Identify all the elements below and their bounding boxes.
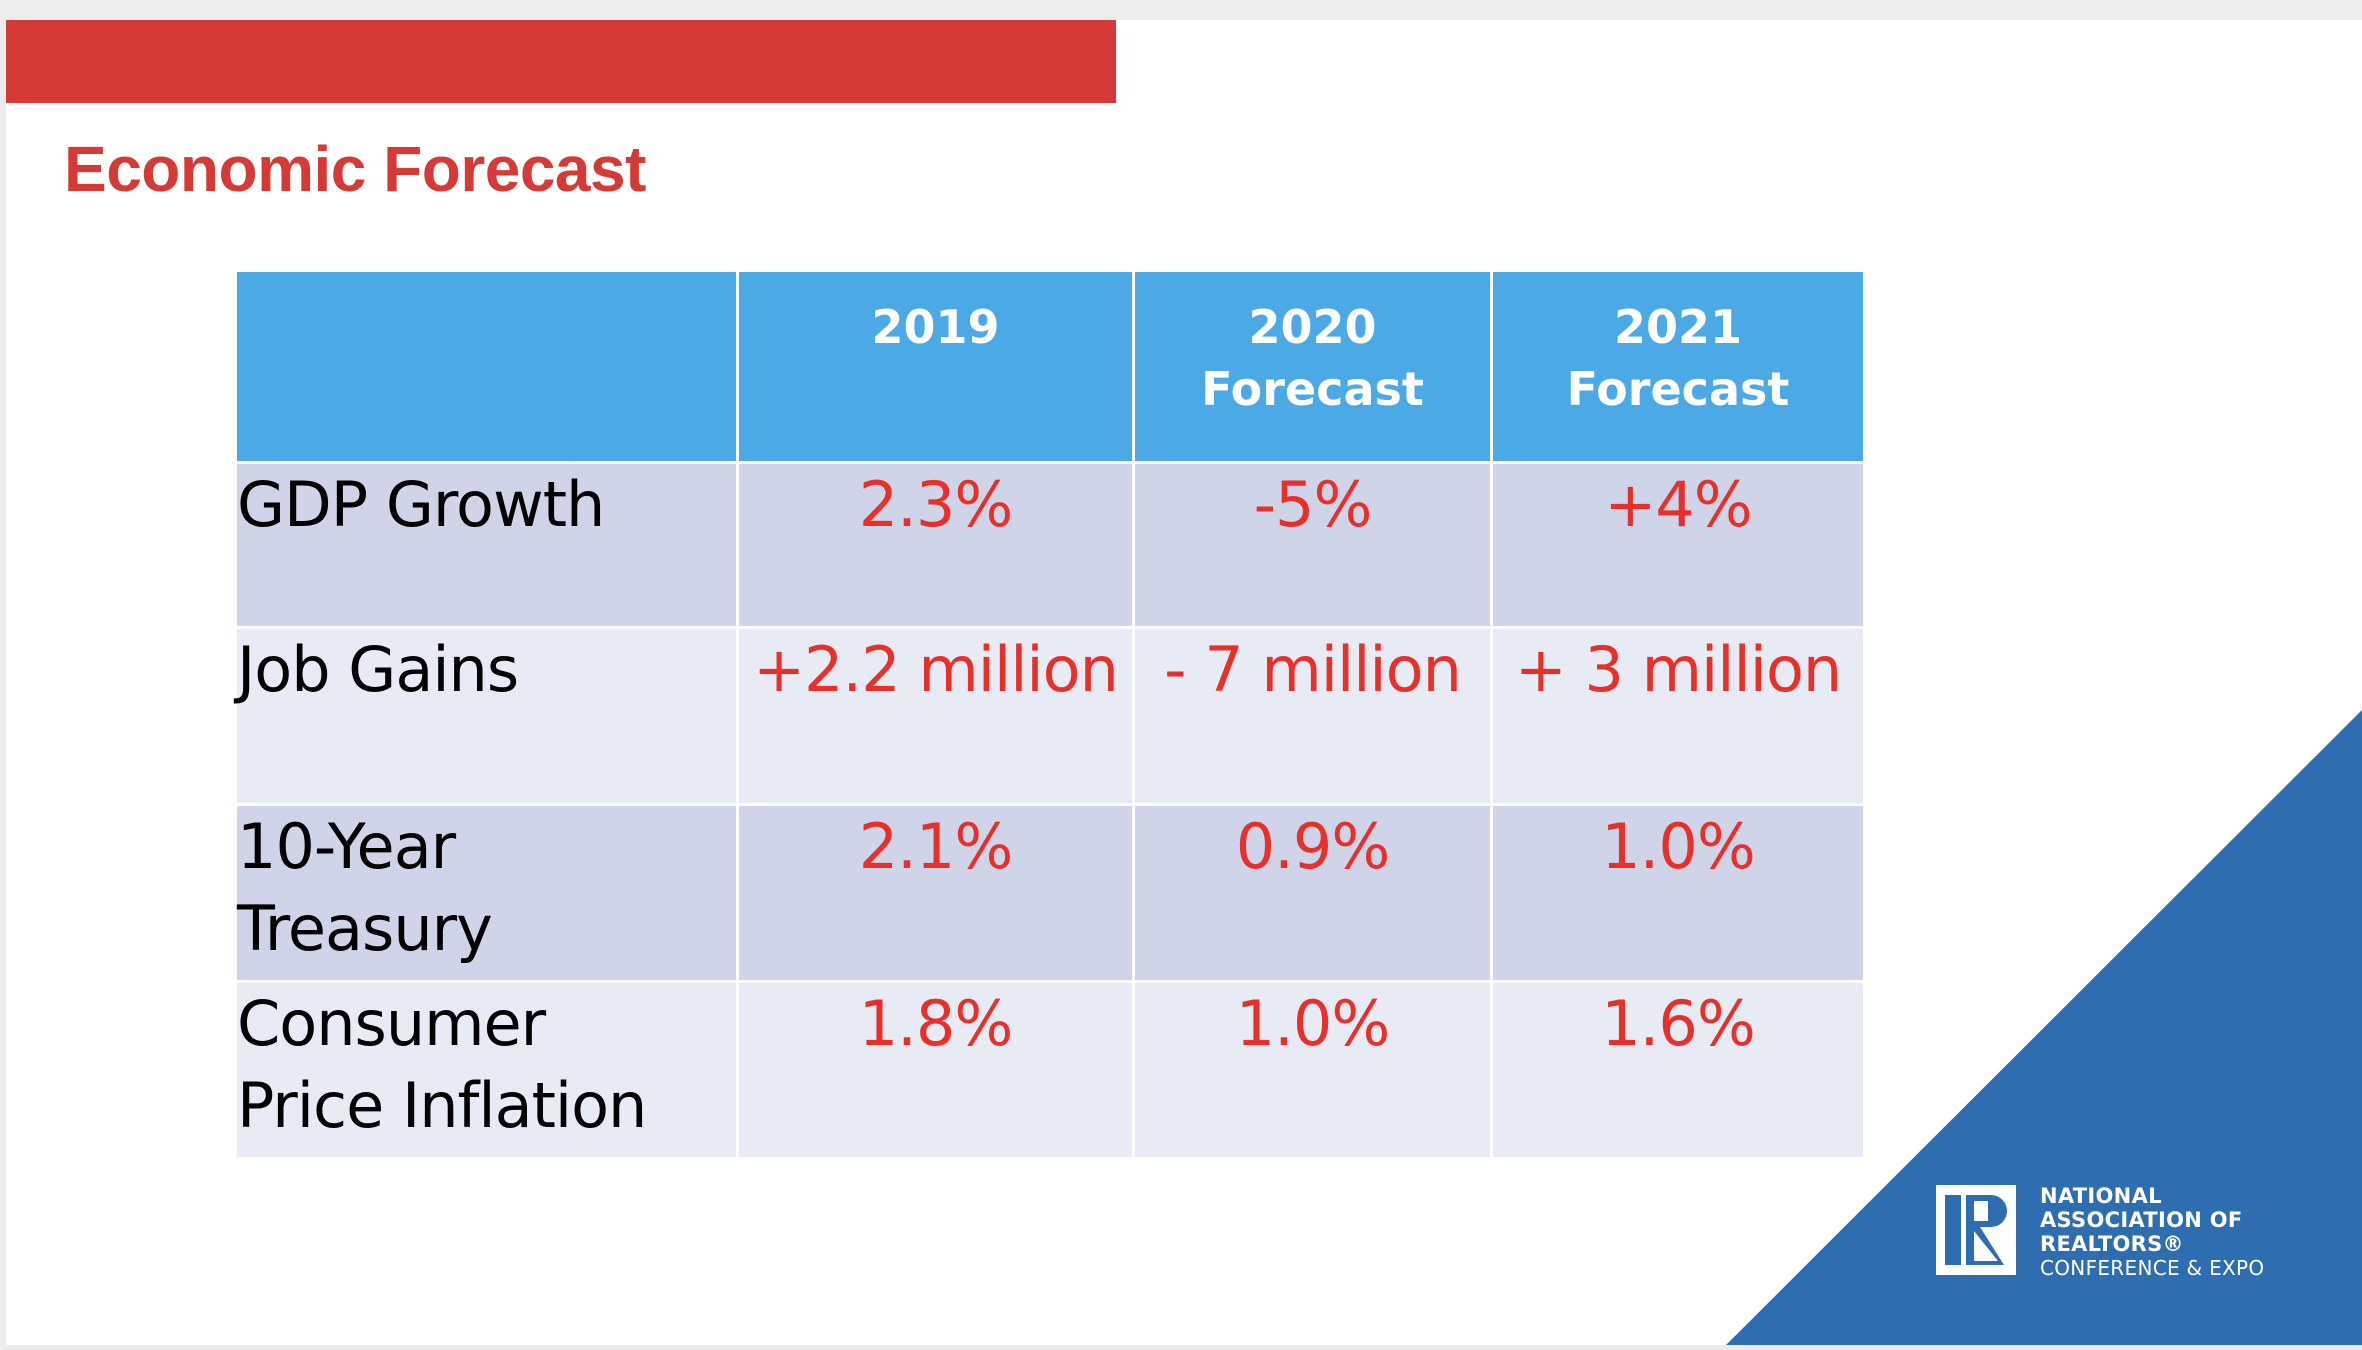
value-cell: - 7 million	[1132, 626, 1493, 806]
value-cell: 1.8%	[736, 980, 1135, 1160]
slide: Economic Forecast 2019 2020 Forecast 202…	[6, 20, 2362, 1345]
table-row: GDP Growth 2.3% -5% +4%	[234, 461, 1866, 629]
table-header-row: 2019 2020 Forecast 2021 Forecast	[234, 269, 1866, 464]
header-cell-2020-forecast: 2020 Forecast	[1132, 269, 1493, 464]
value-cell: +2.2 million	[736, 626, 1135, 806]
value-cell: + 3 million	[1490, 626, 1866, 806]
header-cell-2021-forecast: 2021 Forecast	[1490, 269, 1866, 464]
value-cell: 2.3%	[736, 461, 1135, 629]
row-label-job-gains: Job Gains	[234, 626, 739, 806]
value-cell: 1.0%	[1132, 980, 1493, 1160]
header-cell-2019: 2019	[736, 269, 1135, 464]
table-row: 10-Year Treasury 2.1% 0.9% 1.0%	[234, 803, 1866, 983]
table-row: Job Gains +2.2 million - 7 million + 3 m…	[234, 626, 1866, 806]
row-label-consumer-price-inflation: Consumer Price Inflation	[234, 980, 739, 1160]
value-cell: 1.0%	[1490, 803, 1866, 983]
value-cell: -5%	[1132, 461, 1493, 629]
value-cell: 2.1%	[736, 803, 1135, 983]
table-row: Consumer Price Inflation 1.8% 1.0% 1.6%	[234, 980, 1866, 1160]
corner-triangle-decoration	[1726, 710, 2362, 1345]
row-label-gdp-growth: GDP Growth	[234, 461, 739, 629]
realtor-r-logo-icon	[1936, 1185, 2016, 1275]
top-accent-bar	[6, 20, 1116, 103]
slide-title: Economic Forecast	[64, 133, 646, 205]
header-cell-empty	[234, 269, 739, 464]
nar-logo-text: NATIONAL ASSOCIATION OF REALTORS® CONFER…	[2040, 1184, 2265, 1280]
value-cell: 1.6%	[1490, 980, 1866, 1160]
row-label-10-year-treasury: 10-Year Treasury	[234, 803, 739, 983]
forecast-table: 2019 2020 Forecast 2021 Forecast GDP Gro…	[234, 269, 1866, 1160]
value-cell: +4%	[1490, 461, 1866, 629]
value-cell: 0.9%	[1132, 803, 1493, 983]
